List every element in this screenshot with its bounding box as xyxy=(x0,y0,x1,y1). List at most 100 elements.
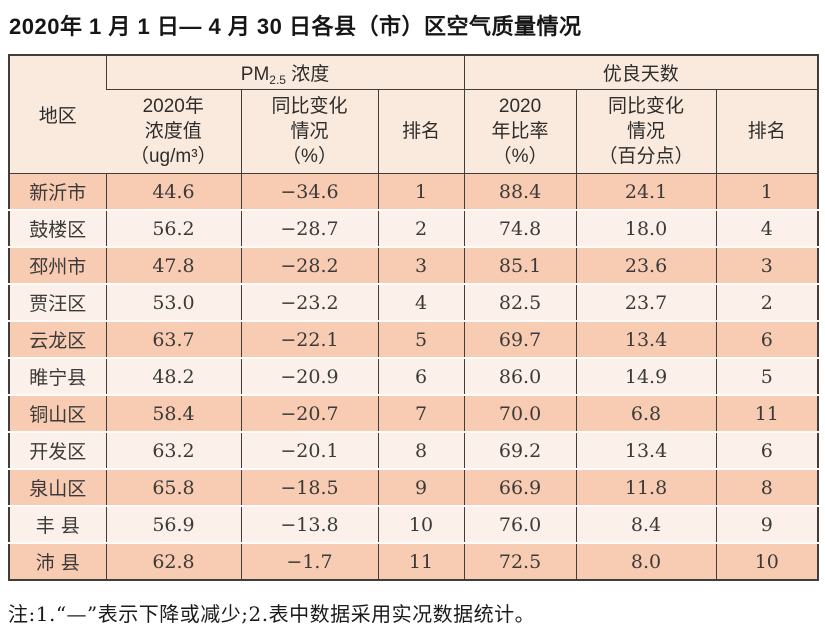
region-cell: 开发区 xyxy=(9,431,106,469)
region-cell: 新沂市 xyxy=(9,173,106,210)
value-cell: 70.0 xyxy=(463,394,577,432)
group-header-row: 地区 PM2.5 浓度 优良天数 xyxy=(9,55,819,174)
value-cell: 72.5 xyxy=(463,542,577,580)
value-cell: 44.6 xyxy=(105,173,241,210)
value-cell: 58.4 xyxy=(105,394,241,432)
value-cell: −34.6 xyxy=(240,173,378,210)
value-cell: 24.1 xyxy=(575,173,717,210)
value-cell: 6 xyxy=(377,357,465,395)
value-cell: 85.1 xyxy=(463,246,577,284)
value-cell: 63.7 xyxy=(105,320,241,358)
region-cell: 邳州市 xyxy=(9,246,106,284)
value-cell: 11.8 xyxy=(575,468,717,506)
value-cell: 11 xyxy=(715,394,819,432)
value-cell: 2 xyxy=(715,283,819,321)
subheader-pm-change: 同比变化 情况 （%） xyxy=(240,89,378,174)
value-cell: −18.5 xyxy=(240,468,378,506)
value-cell: 48.2 xyxy=(105,357,241,395)
pm25-prefix: PM xyxy=(240,63,270,85)
value-cell: 4 xyxy=(715,209,819,247)
group-header-pm25: PM2.5 浓度 xyxy=(105,55,465,90)
value-cell: −28.7 xyxy=(240,209,378,247)
table-row: 沛 县 62.8 −1.7 11 72.5 8.0 10 xyxy=(9,542,819,580)
table-row: 泉山区 65.8 −18.5 9 66.9 11.8 8 xyxy=(9,468,819,506)
value-cell: 6.8 xyxy=(575,394,717,432)
group-header-good-days: 优良天数 xyxy=(463,55,819,90)
table-row: 贾汪区 53.0 −23.2 4 82.5 23.7 2 xyxy=(9,283,819,321)
value-cell: −22.1 xyxy=(240,320,378,358)
value-cell: −20.7 xyxy=(240,394,378,432)
table-row: 丰 县 56.9 −13.8 10 76.0 8.4 9 xyxy=(9,505,819,543)
table-row: 睢宁县 48.2 −20.9 6 86.0 14.9 5 xyxy=(9,357,819,395)
table-row: 开发区 63.2 −20.1 8 69.2 13.4 6 xyxy=(9,431,819,469)
value-cell: 3 xyxy=(377,246,465,284)
region-cell: 云龙区 xyxy=(9,320,106,358)
region-cell: 沛 县 xyxy=(9,542,106,580)
value-cell: 23.7 xyxy=(575,283,717,321)
value-cell: −1.7 xyxy=(240,542,378,580)
value-cell: 56.9 xyxy=(105,505,241,543)
value-cell: 23.6 xyxy=(575,246,717,284)
value-cell: 1 xyxy=(377,173,465,210)
table-header: 地区 PM2.5 浓度 优良天数 2020年 浓度值 （ug/m³） 同比变化 … xyxy=(9,55,819,174)
subheader-good-ratio: 2020 年比率 （%） xyxy=(463,89,577,174)
value-cell: 66.9 xyxy=(463,468,577,506)
air-quality-table: 地区 PM2.5 浓度 优良天数 2020年 浓度值 （ug/m³） 同比变化 … xyxy=(8,54,820,581)
value-cell: 18.0 xyxy=(575,209,717,247)
value-cell: 6 xyxy=(715,320,819,358)
pm25-suffix: 浓度 xyxy=(285,63,330,85)
table-body: 新沂市 44.6 −34.6 1 88.4 24.1 1 鼓楼区 56.2 −28.7 2 74.8 1… xyxy=(9,173,819,580)
value-cell: 2 xyxy=(377,209,465,247)
page-title: 2020年 1 月 1 日— 4 月 30 日各县（市）区空气质量情况 xyxy=(9,14,582,39)
value-cell: 13.4 xyxy=(575,431,717,469)
value-cell: 8.4 xyxy=(575,505,717,543)
region-cell: 鼓楼区 xyxy=(9,209,106,247)
table-row: 新沂市 44.6 −34.6 1 88.4 24.1 1 xyxy=(9,173,819,210)
region-cell: 丰 县 xyxy=(9,505,106,543)
region-cell: 睢宁县 xyxy=(9,357,106,395)
value-cell: 11 xyxy=(377,542,465,580)
value-cell: 56.2 xyxy=(105,209,241,247)
value-cell: 10 xyxy=(715,542,819,580)
value-cell: 9 xyxy=(715,505,819,543)
table-row: 铜山区 58.4 −20.7 7 70.0 6.8 11 xyxy=(9,394,819,432)
region-cell: 泉山区 xyxy=(9,468,106,506)
table-row: 鼓楼区 56.2 −28.7 2 74.8 18.0 4 xyxy=(9,209,819,247)
subheader-good-change: 同比变化 情况 （百分点） xyxy=(575,89,717,174)
value-cell: 86.0 xyxy=(463,357,577,395)
value-cell: 8.0 xyxy=(575,542,717,580)
value-cell: 62.8 xyxy=(105,542,241,580)
region-cell: 贾汪区 xyxy=(9,283,106,321)
value-cell: 8 xyxy=(715,468,819,506)
value-cell: 88.4 xyxy=(463,173,577,210)
value-cell: 1 xyxy=(715,173,819,210)
corner-header-region: 地区 xyxy=(9,55,106,174)
value-cell: 5 xyxy=(377,320,465,358)
value-cell: 65.8 xyxy=(105,468,241,506)
value-cell: −20.1 xyxy=(240,431,378,469)
value-cell: 76.0 xyxy=(463,505,577,543)
value-cell: 74.8 xyxy=(463,209,577,247)
value-cell: 13.4 xyxy=(575,320,717,358)
sub-header-row: 2020年 浓度值 （ug/m³） 同比变化 情况 （%） 排名 2020 年比… xyxy=(9,89,819,174)
value-cell: 69.2 xyxy=(463,431,577,469)
pm25-subscript: 2.5 xyxy=(269,72,286,87)
region-cell: 铜山区 xyxy=(9,394,106,432)
value-cell: 53.0 xyxy=(105,283,241,321)
value-cell: 6 xyxy=(715,431,819,469)
subheader-pm-rank: 排名 xyxy=(377,89,465,174)
value-cell: 9 xyxy=(377,468,465,506)
value-cell: 82.5 xyxy=(463,283,577,321)
value-cell: 5 xyxy=(715,357,819,395)
table-row: 云龙区 63.7 −22.1 5 69.7 13.4 6 xyxy=(9,320,819,358)
value-cell: 69.7 xyxy=(463,320,577,358)
subheader-good-rank: 排名 xyxy=(715,89,819,174)
value-cell: 4 xyxy=(377,283,465,321)
value-cell: −20.9 xyxy=(240,357,378,395)
value-cell: −28.2 xyxy=(240,246,378,284)
value-cell: −23.2 xyxy=(240,283,378,321)
value-cell: 7 xyxy=(377,394,465,432)
table-row: 邳州市 47.8 −28.2 3 85.1 23.6 3 xyxy=(9,246,819,284)
value-cell: 3 xyxy=(715,246,819,284)
value-cell: −13.8 xyxy=(240,505,378,543)
